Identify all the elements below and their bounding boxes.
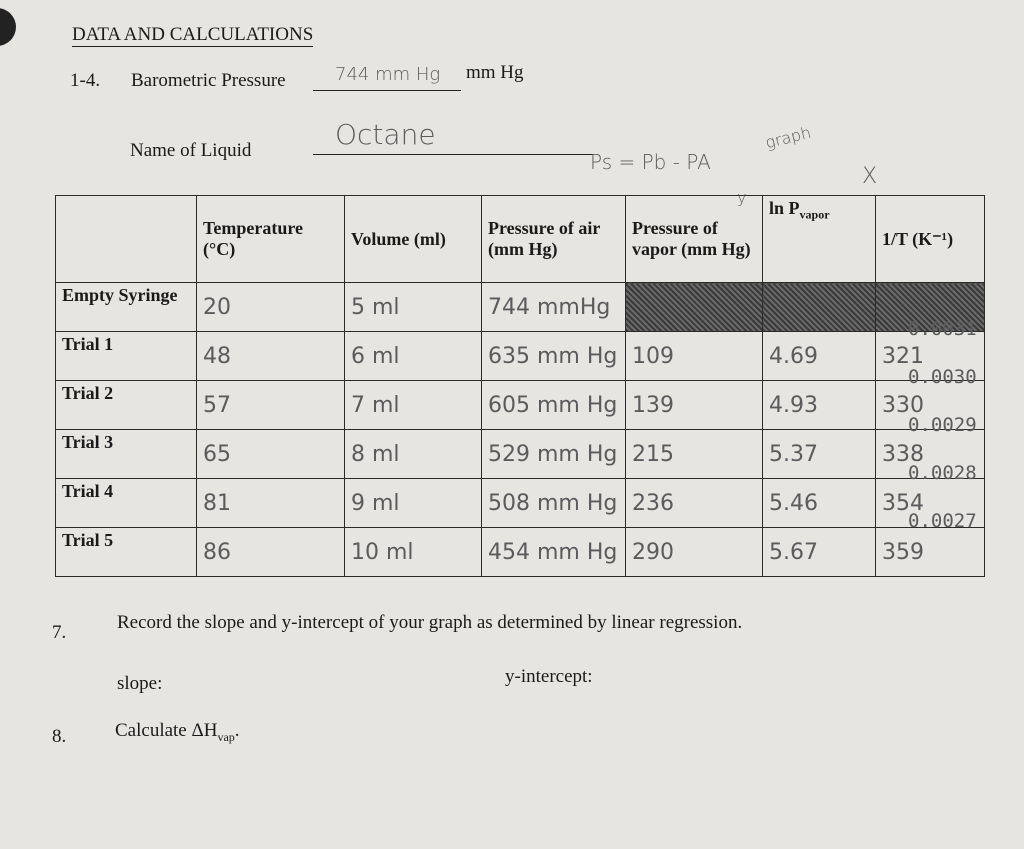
- cell: 6 ml: [344, 331, 482, 381]
- data-row: Trial 2 57 7 ml 605 mm Hg 139 4.93 330: [55, 380, 985, 430]
- cell: 9 ml: [344, 478, 482, 528]
- header-cell: 1/T (K⁻¹): [875, 195, 985, 283]
- field-label: Name of Liquid: [130, 140, 252, 161]
- answer-line: 744 mm Hg: [313, 64, 461, 91]
- handwritten-answer: 744 mm Hg: [335, 64, 441, 85]
- cell: 290: [625, 527, 763, 577]
- header-cell: ln Pvapor: [762, 195, 876, 283]
- row-label: Trial 2: [55, 380, 197, 430]
- item-number: 8.: [52, 726, 67, 747]
- cell: 81: [196, 478, 345, 528]
- cell: 529 mm Hg: [481, 429, 626, 479]
- header-main: ln P: [769, 198, 800, 218]
- row-label: Trial 5: [55, 527, 197, 577]
- data-row: Trial 5 86 10 ml 454 mm Hg 290 5.67 359: [55, 527, 985, 577]
- cell: 65: [196, 429, 345, 479]
- data-row: Trial 1 48 6 ml 635 mm Hg 109 4.69 321: [55, 331, 985, 381]
- field-label: y-intercept:: [505, 666, 593, 687]
- handwritten-note: graph: [763, 122, 813, 153]
- cell: 338: [875, 429, 985, 479]
- cell: 330: [875, 380, 985, 430]
- header-cell: Pressure of air (mm Hg): [481, 195, 626, 283]
- cell: 5.46: [762, 478, 876, 528]
- cell: 5.37: [762, 429, 876, 479]
- row-label: Trial 3: [55, 429, 197, 479]
- header-row: Temperature (°C) Volume (ml) Pressure of a…: [55, 195, 985, 283]
- handwritten-note: Ps = Pb - PA: [590, 150, 711, 174]
- row-label: Trial 1: [55, 331, 197, 381]
- handwritten-value: 0.0030: [908, 366, 977, 388]
- handwritten-value: 0.0027: [908, 510, 977, 532]
- unit: mm Hg: [466, 62, 524, 83]
- field-label: slope:: [117, 673, 163, 694]
- row-label: Empty Syringe: [55, 282, 197, 332]
- header-cell: Volume (ml): [344, 195, 482, 283]
- punctuation: .: [234, 720, 240, 741]
- handwritten-note: X: [862, 164, 878, 189]
- header-cell: [55, 195, 197, 283]
- header-sub: vapor: [799, 207, 830, 222]
- section-title: DATA AND CALCULATIONS: [72, 24, 314, 47]
- cell: 7 ml: [344, 380, 482, 430]
- shaded-cell: [875, 282, 985, 332]
- cell: 744 mmHg: [481, 282, 626, 332]
- cell: 215: [625, 429, 763, 479]
- cell: 359: [875, 527, 985, 577]
- cell: 8 ml: [344, 429, 482, 479]
- question-text: Calculate ΔHvap.: [115, 720, 240, 745]
- shaded-cell: [625, 282, 763, 332]
- row-label: Trial 4: [55, 478, 197, 528]
- cell: 4.93: [762, 380, 876, 430]
- cell: 508 mm Hg: [481, 478, 626, 528]
- cell: 20: [196, 282, 345, 332]
- cell: 139: [625, 380, 763, 430]
- handwritten-answer: Octane: [335, 118, 436, 151]
- question-text: Record the slope and y-intercept of your…: [117, 612, 743, 633]
- cell: 321: [875, 331, 985, 381]
- cell: 635 mm Hg: [481, 331, 626, 381]
- cell: 5.67: [762, 527, 876, 577]
- cell: 605 mm Hg: [481, 380, 626, 430]
- data-row: Trial 3 65 8 ml 529 mm Hg 215 5.37 338: [55, 429, 985, 479]
- handwritten-value: 0.0029: [908, 414, 977, 436]
- data-row: Empty Syringe 20 5 ml 744 mmHg: [55, 282, 985, 332]
- item-number: 1-4.: [70, 70, 101, 91]
- cell: 109: [625, 331, 763, 381]
- answer-line: Octane: [313, 118, 593, 155]
- subscript: vap: [217, 729, 235, 744]
- handwritten-value: 0.0031: [908, 318, 977, 340]
- cell: 454 mm Hg: [481, 527, 626, 577]
- data-table: Temperature (°C) Volume (ml) Pressure of a…: [55, 195, 985, 577]
- cell: 236: [625, 478, 763, 528]
- field-label: Barometric Pressure: [131, 70, 286, 91]
- question-main: Calculate ΔH: [115, 720, 218, 741]
- header-cell: Pressure of vapor (mm Hg): [625, 195, 763, 283]
- cell: 5 ml: [344, 282, 482, 332]
- cell: 48: [196, 331, 345, 381]
- cell: 86: [196, 527, 345, 577]
- data-row: Trial 4 81 9 ml 508 mm Hg 236 5.46 354: [55, 478, 985, 528]
- shaded-cell: [762, 282, 876, 332]
- handwritten-value: 0.0028: [908, 462, 977, 484]
- item-number: 7.: [52, 622, 67, 643]
- hole-punch: [0, 8, 16, 46]
- cell: 10 ml: [344, 527, 482, 577]
- cell: 4.69: [762, 331, 876, 381]
- cell: 57: [196, 380, 345, 430]
- header-cell: Temperature (°C): [196, 195, 345, 283]
